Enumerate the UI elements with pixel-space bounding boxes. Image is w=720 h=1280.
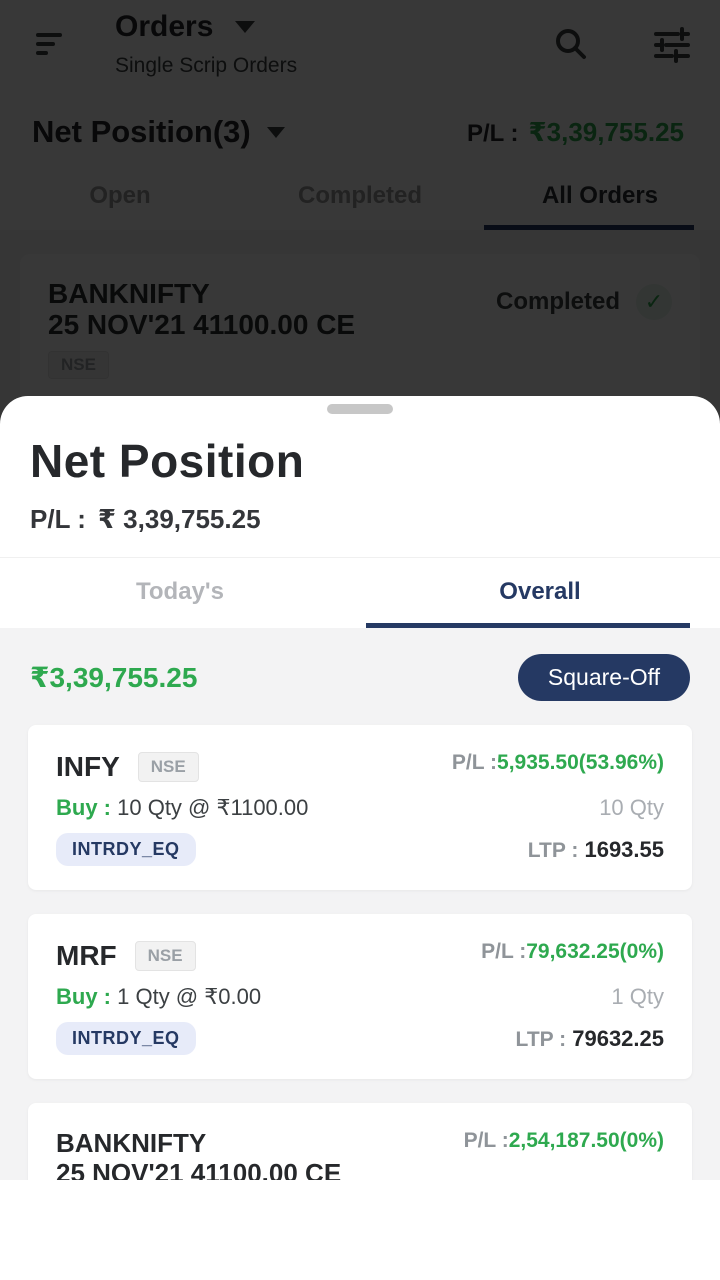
position-qty: 1 Qty (611, 984, 664, 1010)
ltp-label: LTP : (515, 1027, 567, 1051)
position-symbol: INFY (56, 751, 120, 782)
buy-line: Buy : 1 Qty @ ₹0.00 (56, 984, 261, 1010)
net-position-sheet: Net Position P/L : ₹ 3,39,755.25 Today's… (0, 396, 720, 1280)
tab-todays[interactable]: Today's (136, 578, 224, 605)
ltp-value: 79632.25 (572, 1025, 664, 1051)
product-badge: INTRDY_EQ (56, 833, 196, 867)
position-symbol-line1: BANKNIFTY (56, 1128, 207, 1159)
pl-label: P/L : (463, 1129, 509, 1153)
pl-value: 5,935.50(53.96%) (497, 751, 664, 774)
ltp-value: 1693.55 (584, 836, 664, 862)
position-card-infy[interactable]: INFY NSE P/L :5,935.50(53.96%) Buy : 10 … (28, 725, 692, 891)
pl-label: P/L : (481, 940, 527, 964)
buy-line: Buy : 10 Qty @ ₹1100.00 (56, 795, 308, 821)
buy-label: Buy : (56, 795, 111, 821)
exchange-badge: NSE (134, 941, 196, 972)
square-off-button[interactable]: Square-Off (517, 654, 690, 701)
sheet-drag-handle[interactable] (327, 404, 393, 414)
buy-label: Buy : (56, 984, 111, 1010)
sheet-tab-bar: Today's Overall (0, 557, 720, 628)
position-symbol: MRF (56, 940, 117, 972)
sheet-pl-label: P/L : (30, 504, 86, 534)
positions-list: ₹3,39,755.25 Square-Off INFY NSE P/L :5,… (0, 628, 720, 1180)
pl-value: 79,632.25(0%) (526, 940, 664, 964)
total-pl-value: ₹3,39,755.25 (30, 662, 198, 693)
sheet-title: Net Position (30, 435, 305, 487)
position-symbol-line2: 25 NOV'21 41100.00 CE (56, 1158, 342, 1180)
product-badge: INTRDY_EQ (56, 1022, 196, 1056)
sheet-pl-value: ₹ 3,39,755.25 (97, 504, 261, 534)
position-qty: 10 Qty (599, 795, 664, 821)
position-card-banknifty[interactable]: BANKNIFTY 25 NOV'21 41100.00 CE P/L :2,5… (28, 1103, 692, 1180)
buy-detail: 10 Qty @ ₹1100.00 (117, 795, 309, 821)
position-card-mrf[interactable]: MRF NSE P/L :79,632.25(0%) Buy : 1 Qty @… (28, 914, 692, 1080)
pl-label: P/L : (451, 751, 498, 774)
pl-value: 2,54,187.50(0%) (508, 1129, 664, 1153)
exchange-badge: NSE (137, 752, 199, 783)
tab-overall[interactable]: Overall (360, 558, 720, 628)
buy-detail: 1 Qty @ ₹0.00 (117, 984, 262, 1010)
ltp-label: LTP : (527, 838, 579, 862)
